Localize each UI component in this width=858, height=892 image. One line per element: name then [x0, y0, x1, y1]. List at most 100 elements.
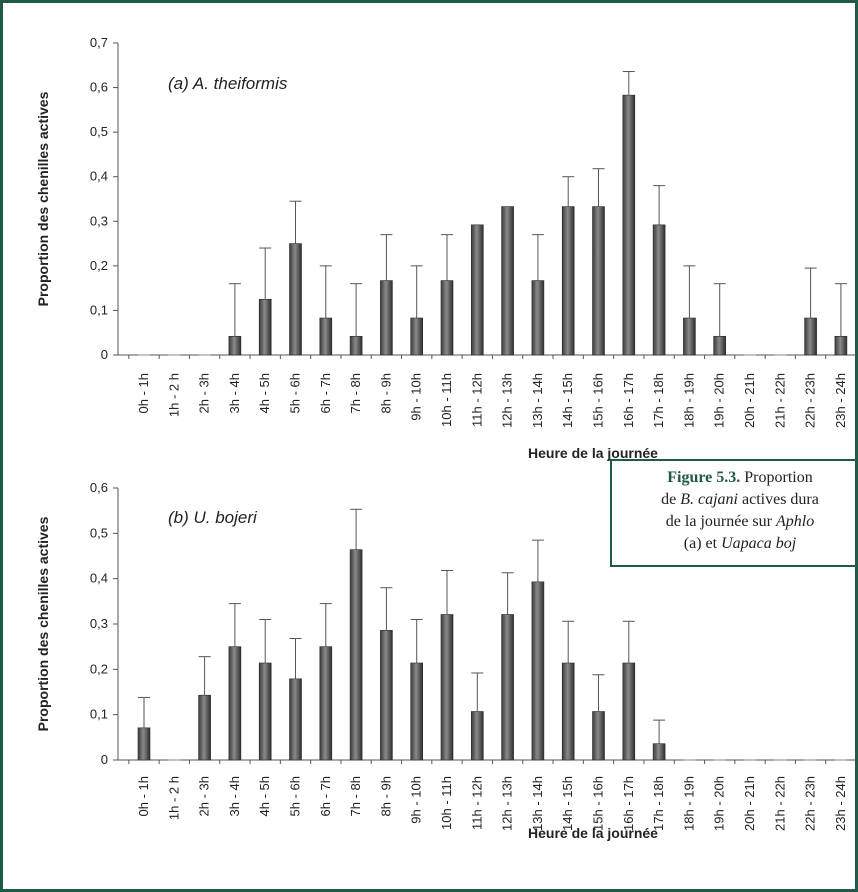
bar — [622, 662, 636, 761]
x-tick-label: 7h - 8h — [348, 776, 363, 816]
bar — [289, 243, 302, 356]
caption-line4a: (a) et — [683, 535, 722, 552]
y-tick-label: 0,2 — [90, 258, 108, 273]
x-tick-label: 1h - 2 h — [166, 776, 181, 820]
bar — [834, 335, 848, 356]
figure-charts: 0 0,1 0,2 0,3 0,4 0,5 0,6 0,7 0h - 1h 1h - 2 h 2h … — [35, 35, 855, 841]
y-tick-label: 0,4 — [90, 571, 108, 586]
panel-title: (a) A. theiformis — [168, 74, 288, 93]
bar — [592, 711, 605, 761]
x-tick-label: 0h - 1h — [136, 373, 151, 413]
y-tick-label: 0,2 — [90, 661, 108, 676]
x-tick-label: 17h - 18h — [651, 373, 666, 428]
x-tick-label: 8h - 9h — [378, 373, 393, 413]
y-tick-label: 0,1 — [90, 302, 108, 317]
caption-line2a: de — [661, 491, 681, 508]
x-tick-label: 11h - 12h — [469, 373, 484, 427]
bar — [349, 335, 363, 356]
caption-line4-species: Uapaca boj — [721, 535, 797, 552]
x-tick-label: 6h - 7h — [318, 373, 333, 413]
bar — [137, 727, 151, 761]
x-tick-label: 19h - 20h — [712, 373, 727, 428]
bar — [349, 549, 363, 761]
bar — [622, 94, 636, 356]
caption-label: Figure 5.3. — [667, 469, 741, 486]
x-tick-label: 12h - 13h — [500, 373, 515, 428]
x-axis-label: Heure de la journée — [528, 445, 658, 461]
x-tick-label: 4h - 5h — [257, 373, 272, 413]
x-tick-label: 22h - 23h — [803, 373, 818, 428]
x-axis-label: Heure de la journée — [528, 825, 658, 841]
bar — [531, 280, 545, 356]
x-tick-label: 3h - 4h — [227, 373, 242, 413]
bar — [258, 298, 272, 356]
bar — [319, 646, 333, 761]
x-tick-label: 10h - 11h — [439, 776, 454, 830]
y-tick-label: 0 — [101, 752, 108, 767]
x-tick-label: 9h - 10h — [409, 373, 424, 421]
bar — [561, 206, 575, 356]
x-tick-label: 11h - 12h — [469, 776, 484, 830]
x-tick-label: 8h - 9h — [378, 776, 393, 816]
bar — [501, 614, 514, 761]
bar — [652, 224, 666, 356]
y-tick-label: 0,7 — [90, 35, 108, 50]
x-tick-label: 22h - 23h — [803, 776, 818, 831]
x-tick-label: 20h - 21h — [742, 776, 757, 831]
x-tick-label: 10h - 11h — [439, 373, 454, 427]
bar — [470, 711, 484, 761]
caption-line3-species: Aphlo — [775, 513, 815, 530]
x-tick-label: 15h - 16h — [591, 373, 606, 428]
y-tick-label: 0 — [101, 347, 108, 362]
x-tick-label: 3h - 4h — [227, 776, 242, 816]
x-tick-label: 6h - 7h — [318, 776, 333, 816]
x-tick-label: 19h - 20h — [712, 776, 727, 831]
x-tick-label: 16h - 17h — [621, 776, 636, 831]
chart-panel-a: 0 0,1 0,2 0,3 0,4 0,5 0,6 0,7 0h - 1h 1h - 2 h 2h … — [35, 35, 855, 461]
y-tick-label: 0,5 — [90, 525, 108, 540]
x-tick-label: 12h - 13h — [500, 776, 515, 831]
x-tick-label: 20h - 21h — [742, 373, 757, 428]
x-tick-label: 23h - 24h — [833, 776, 848, 831]
x-tick-label: 0h - 1h — [136, 776, 151, 816]
bar — [380, 630, 393, 761]
y-tick-label: 0,3 — [90, 213, 108, 228]
bar — [592, 206, 605, 356]
x-tick-label: 18h - 19h — [681, 776, 696, 831]
bar — [440, 280, 454, 356]
x-tick-label: 18h - 19h — [681, 373, 696, 428]
x-tick-label: 14h - 15h — [560, 373, 575, 428]
bar — [470, 224, 484, 356]
panel-title: (b) U. bojeri — [168, 508, 258, 527]
x-tick-label: 13h - 14h — [530, 373, 545, 428]
bar — [289, 678, 302, 761]
x-tick-label: 5h - 6h — [288, 776, 303, 816]
bar — [319, 317, 333, 356]
x-tick-label: 4h - 5h — [257, 776, 272, 816]
x-tick-label: 1h - 2 h — [166, 373, 181, 417]
caption-line2-species: B. cajani — [680, 491, 738, 508]
bar — [410, 662, 424, 761]
bar — [713, 335, 727, 356]
bar — [258, 662, 272, 761]
bar — [440, 614, 454, 761]
x-tick-label: 5h - 6h — [288, 373, 303, 413]
y-axis-label: Proportion des chenilles actives — [35, 516, 51, 731]
bar — [683, 317, 696, 356]
bar — [410, 317, 424, 356]
bar — [561, 662, 575, 761]
x-tick-label: 14h - 15h — [560, 776, 575, 831]
caption-line2b: actives dura — [738, 491, 819, 508]
y-tick-label: 0,4 — [90, 169, 108, 184]
y-axis-label: Proportion des chenilles actives — [35, 91, 51, 306]
y-tick-label: 0,5 — [90, 124, 108, 139]
x-tick-label: 23h - 24h — [833, 373, 848, 428]
bar — [531, 581, 545, 761]
x-tick-label: 7h - 8h — [348, 373, 363, 413]
bar — [804, 317, 817, 356]
y-tick-label: 0,6 — [90, 80, 108, 95]
x-tick-label: 21h - 22h — [772, 776, 787, 831]
y-tick-label: 0,1 — [90, 707, 108, 722]
x-tick-label: 21h - 22h — [772, 373, 787, 428]
